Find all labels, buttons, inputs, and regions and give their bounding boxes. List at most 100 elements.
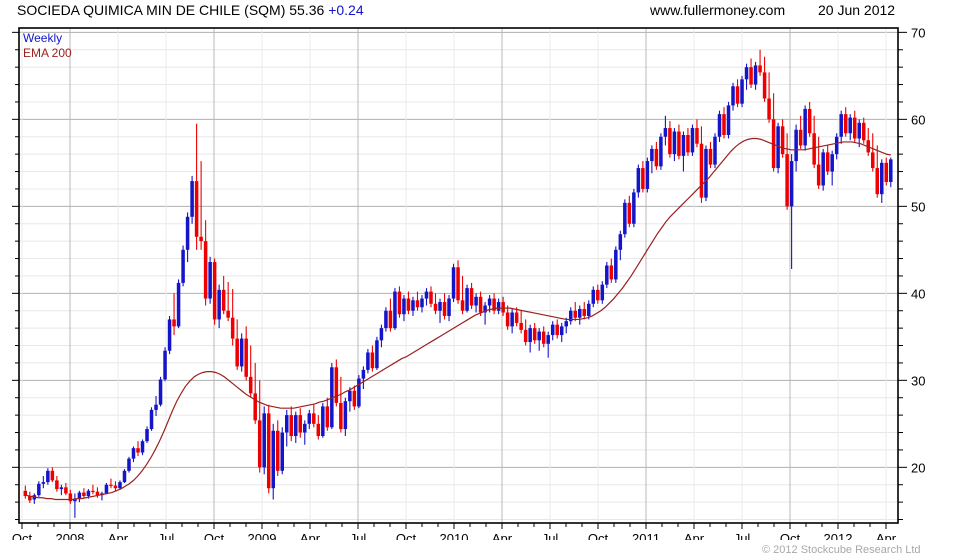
- gridlines: [19, 28, 898, 523]
- x-axis-tick-label: 2011: [632, 531, 660, 540]
- candle-body: [487, 298, 492, 306]
- candle-body: [429, 291, 433, 304]
- candle-body: [469, 288, 474, 306]
- candle-body: [226, 310, 230, 318]
- candle-body: [194, 181, 199, 237]
- candle-body: [113, 485, 118, 489]
- candle-body: [623, 202, 627, 235]
- x-axis-tick-label: Apr: [684, 531, 705, 540]
- candle-body: [244, 338, 248, 377]
- candle-body: [131, 448, 136, 459]
- candle-body: [384, 310, 388, 329]
- candle-body: [402, 298, 406, 315]
- candle-body: [708, 148, 713, 165]
- candle-body: [559, 326, 564, 336]
- candle-body: [253, 393, 257, 421]
- y-axis: 20 30 40 50 60 70: [12, 25, 925, 521]
- candle-body: [127, 458, 131, 471]
- candle-body: [641, 168, 645, 189]
- candle-body: [55, 480, 59, 490]
- candle-body: [726, 105, 731, 136]
- candle-body: [397, 291, 402, 315]
- candle-body: [221, 289, 226, 311]
- ema-200-line: [25, 137, 891, 501]
- candle-body: [870, 152, 875, 169]
- candle-body: [654, 148, 659, 167]
- x-axis-tick-label: Apr: [108, 531, 129, 540]
- candle-body: [794, 129, 798, 162]
- candle-body: [149, 409, 154, 430]
- candle-body: [357, 378, 361, 407]
- candle-body: [510, 312, 514, 327]
- candle-body: [348, 390, 352, 402]
- x-axis-tick-label: Apr: [300, 531, 321, 540]
- x-axis: Oct 2008 Apr Jul Oct 2009 Apr Jul Oct 2010 Apr Jul O…: [12, 523, 897, 540]
- candle-body: [280, 432, 285, 471]
- candle-body: [442, 302, 447, 316]
- candle-body: [514, 312, 519, 323]
- candle-body: [239, 338, 244, 367]
- candle-body: [212, 262, 217, 320]
- candle-body: [573, 310, 578, 318]
- candle-body: [740, 79, 744, 104]
- candle-body: [379, 328, 384, 341]
- y-axis-tick-label: 50: [911, 199, 925, 214]
- x-axis-tick-label: 2008: [56, 531, 85, 540]
- x-axis-tick-label: Apr: [492, 531, 513, 540]
- candle-body: [294, 415, 298, 437]
- candle-body: [406, 298, 411, 311]
- candle-body: [798, 129, 803, 146]
- legend-ema-label: EMA 200: [23, 46, 72, 60]
- candle-body: [753, 65, 758, 85]
- x-axis-tick-label: Oct: [12, 531, 33, 540]
- candle-body: [41, 482, 46, 484]
- x-axis-tick-label: 2009: [248, 531, 277, 540]
- candle-body: [23, 490, 28, 497]
- candle-body: [699, 143, 704, 198]
- candle-body: [167, 319, 172, 351]
- candle-body: [767, 98, 771, 120]
- candle-body: [523, 329, 528, 343]
- candle-body: [889, 159, 893, 182]
- candle-body: [722, 114, 726, 136]
- candle-body: [519, 322, 523, 330]
- candle-body: [645, 161, 650, 189]
- candle-body: [312, 413, 316, 424]
- candle-body: [352, 390, 357, 407]
- candle-body: [95, 491, 100, 496]
- candle-body: [537, 331, 541, 341]
- candle-body: [785, 154, 789, 207]
- candle-body: [275, 430, 280, 471]
- candle-body: [501, 302, 505, 313]
- candle-body: [154, 404, 158, 410]
- candle-body: [50, 470, 55, 481]
- candle-body: [176, 282, 181, 327]
- candle-body: [618, 234, 623, 250]
- candle-body: [199, 236, 203, 242]
- candle-body: [496, 302, 501, 311]
- candle-body: [650, 148, 654, 162]
- candle-body: [140, 441, 145, 453]
- candle-body: [744, 67, 749, 80]
- candle-body: [284, 415, 289, 433]
- candle-body: [659, 136, 663, 167]
- x-axis-tick-label: Jul: [350, 531, 367, 540]
- chart-canvas: 20 30 40 50 60 70 Oct 2008 Apr Jul Oct 2009 Apr Jul O…: [12, 25, 926, 540]
- candle-body: [596, 289, 600, 301]
- candle-body: [749, 67, 753, 85]
- candle-body: [839, 114, 843, 137]
- candle-body: [816, 164, 821, 186]
- x-axis-tick-label: 2012: [824, 531, 853, 540]
- candle-body: [411, 300, 415, 311]
- candle-body: [555, 324, 559, 336]
- candle-body: [330, 367, 334, 428]
- candle-body: [848, 117, 852, 134]
- x-axis-tick-label: Jul: [542, 531, 559, 540]
- candle-body: [91, 490, 95, 493]
- x-axis-tick-label: Oct: [588, 531, 609, 540]
- candle-body: [316, 423, 321, 437]
- candle-body: [717, 114, 722, 137]
- candle-body: [424, 291, 429, 299]
- candle-body: [361, 369, 366, 379]
